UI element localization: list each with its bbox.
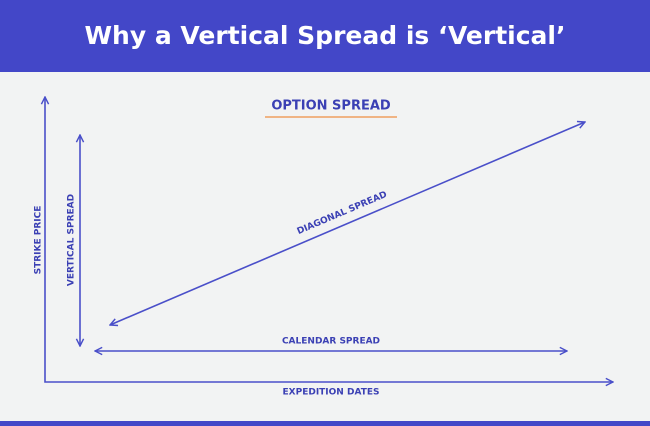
axes	[45, 97, 613, 382]
header-band	[0, 0, 650, 72]
diagram-heading: OPTION SPREAD	[271, 99, 391, 114]
arrow-label: CALENDAR SPREAD	[282, 337, 380, 347]
header-title: Why a Vertical Spread is ‘Vertical’	[84, 21, 565, 50]
arrow-label: VERTICAL SPREAD	[67, 194, 77, 286]
diagonal-arrow	[110, 122, 585, 325]
x-axis-label: EXPEDITION DATES	[283, 388, 380, 398]
footer-band	[0, 421, 650, 426]
y-axis-label: STRIKE PRICE	[34, 206, 44, 275]
